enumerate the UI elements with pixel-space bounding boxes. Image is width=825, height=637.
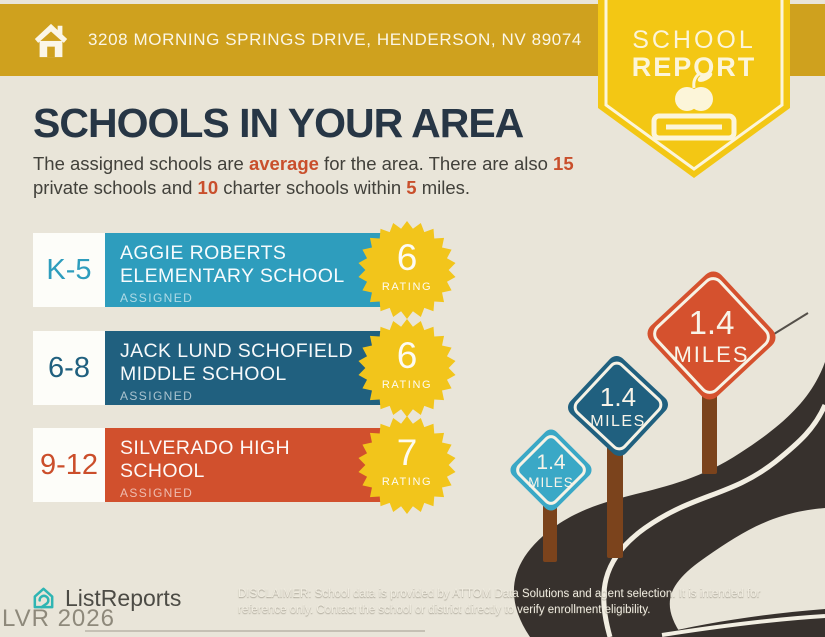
- intro-highlight-miles: 5: [406, 177, 417, 199]
- badge-line2: REPORT: [631, 52, 757, 82]
- rating-value: 7: [396, 432, 418, 473]
- apple-on-book-icon: [651, 71, 737, 141]
- property-address: 3208 MORNING SPRINGS DRIVE, HENDERSON, N…: [88, 30, 582, 49]
- intro-highlight-private-count: 15: [553, 153, 574, 174]
- listreports-logo: ListReports: [30, 585, 181, 612]
- grade-range: 6-8: [48, 351, 90, 384]
- school-bar: JACK LUND SCHOFIELD MIDDLE SCHOOL ASSIGNE…: [105, 331, 401, 405]
- rating-starburst: 6 RATING: [358, 221, 456, 319]
- sign-post-medium: [607, 425, 623, 558]
- grade-range-box: K-5: [33, 233, 105, 307]
- distance-value: 1.4: [536, 450, 566, 474]
- grade-range-box: 6-8: [33, 331, 105, 405]
- distant-road-line: [773, 312, 809, 335]
- rating-starburst: 7 RATING: [358, 416, 456, 514]
- school-row-high: 9-12 SILVERADO HIGH SCHOOL ASSIGNED 7 RAT…: [33, 416, 468, 514]
- distance-sign-large: 1.4 MILES: [642, 266, 781, 405]
- distance-unit: MILES: [528, 474, 574, 490]
- assigned-label: ASSIGNED: [120, 388, 194, 403]
- school-name: JACK LUND SCHOFIELD MIDDLE SCHOOL: [120, 340, 353, 385]
- intro-paragraph: The assigned schools are average for the…: [33, 152, 598, 201]
- bottom-rule: [85, 630, 425, 632]
- page-title: SCHOOLS IN YOUR AREA: [33, 100, 524, 146]
- disclaimer-text: DISCLAIMER: School data is provided by A…: [238, 588, 761, 617]
- grade-range-box: 9-12: [33, 428, 105, 502]
- rating-starburst: 6 RATING: [358, 319, 456, 417]
- distance-sign-medium: 1.4 MILES: [564, 352, 672, 460]
- house-icon: [34, 23, 68, 58]
- intro-text: private schools and: [33, 177, 198, 199]
- road-center-line: [601, 403, 825, 637]
- intro-text: for the area. There are also: [318, 153, 554, 174]
- school-row-elementary: K-5 AGGIE ROBERTS ELEMENTARY SCHOOL ASSIG…: [33, 221, 468, 319]
- badge-line1: SCHOOL: [632, 26, 756, 54]
- brand-name: ListReports: [65, 585, 182, 611]
- distance-value: 1.4: [599, 381, 637, 412]
- pennant-shape: [598, 0, 790, 178]
- intro-text: The assigned schools are: [33, 153, 249, 174]
- intro-highlight-charter-count: 10: [197, 177, 219, 199]
- road-corner-line: [661, 614, 825, 637]
- distance-unit: MILES: [673, 341, 750, 367]
- distance-value: 1.4: [688, 303, 735, 341]
- rating-value: 6: [396, 237, 418, 278]
- assigned-label: ASSIGNED: [120, 485, 194, 500]
- school-bar: SILVERADO HIGH SCHOOL ASSIGNED: [105, 428, 401, 502]
- road-main-band: [513, 362, 825, 637]
- intro-text: miles.: [416, 177, 471, 199]
- rating-value: 6: [396, 335, 418, 376]
- distance-unit: MILES: [590, 412, 646, 430]
- rating-label: RATING: [381, 379, 433, 391]
- school-name: AGGIE ROBERTS ELEMENTARY SCHOOL: [120, 242, 345, 287]
- starburst-shape: [358, 416, 456, 514]
- school-name: SILVERADO HIGH SCHOOL: [120, 437, 290, 482]
- grade-range: 9-12: [39, 448, 99, 481]
- school-row-middle: 6-8 JACK LUND SCHOFIELD MIDDLE SCHOOL ASS…: [33, 319, 468, 417]
- grade-range: K-5: [46, 253, 92, 286]
- intro-highlight-average: average: [248, 153, 319, 174]
- rating-label: RATING: [381, 476, 433, 488]
- listreports-house-icon: [33, 587, 54, 609]
- assigned-label: ASSIGNED: [120, 290, 194, 305]
- school-bar: AGGIE ROBERTS ELEMENTARY SCHOOL ASSIGNED: [105, 233, 401, 307]
- rating-label: RATING: [381, 281, 433, 293]
- starburst-shape: [358, 221, 456, 319]
- watermark: LVR 2026: [2, 605, 115, 632]
- school-report-badge: SCHOOL REPORT: [598, 0, 790, 178]
- starburst-shape: [358, 319, 456, 417]
- intro-text: charter schools within: [218, 177, 407, 199]
